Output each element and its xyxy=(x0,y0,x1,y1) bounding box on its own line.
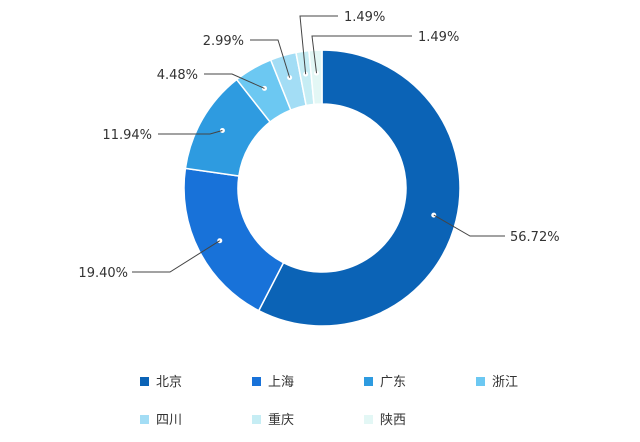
legend-label-3: 广东 xyxy=(380,375,406,390)
leader-line-5 xyxy=(250,39,291,78)
legend-swatch-5 xyxy=(140,415,149,424)
legend-label-5: 四川 xyxy=(156,413,182,428)
slices-group xyxy=(183,49,461,327)
legend-label-4: 浙江 xyxy=(492,375,518,390)
leader-line-7 xyxy=(311,35,412,74)
slice-2 xyxy=(183,167,285,312)
legend-label-2: 上海 xyxy=(268,375,294,390)
legend-swatch-6 xyxy=(252,415,261,424)
data-labels-group: 56.72% 19.40% 11.94% 4.48% 2.99% 1.49% 1.49% xyxy=(78,10,559,281)
data-label-4: 4.48% xyxy=(157,68,198,83)
leader-lines-group xyxy=(132,15,505,273)
data-label-5: 2.99% xyxy=(203,34,244,49)
slice-1 xyxy=(257,49,461,327)
data-label-3: 11.94% xyxy=(102,128,152,143)
data-label-2: 19.40% xyxy=(78,266,128,281)
legend-swatch-3 xyxy=(364,377,373,386)
leader-line-6 xyxy=(299,15,338,75)
data-label-1: 56.72% xyxy=(510,230,560,245)
legend-label-6: 重庆 xyxy=(268,412,294,428)
legend-label-1: 北京 xyxy=(156,375,182,390)
legend-swatch-7 xyxy=(364,415,373,424)
legend-swatch-2 xyxy=(252,377,261,386)
leader-line-2 xyxy=(132,240,221,273)
legend-swatch-4 xyxy=(476,377,485,386)
data-label-7: 1.49% xyxy=(418,30,459,45)
data-label-6: 1.49% xyxy=(344,10,385,25)
legend-label-7: 陕西 xyxy=(380,413,406,428)
legend-swatch-1 xyxy=(140,377,149,386)
leader-line-4 xyxy=(204,73,265,89)
leader-line-1 xyxy=(433,214,505,237)
leader-line-3 xyxy=(158,130,223,135)
